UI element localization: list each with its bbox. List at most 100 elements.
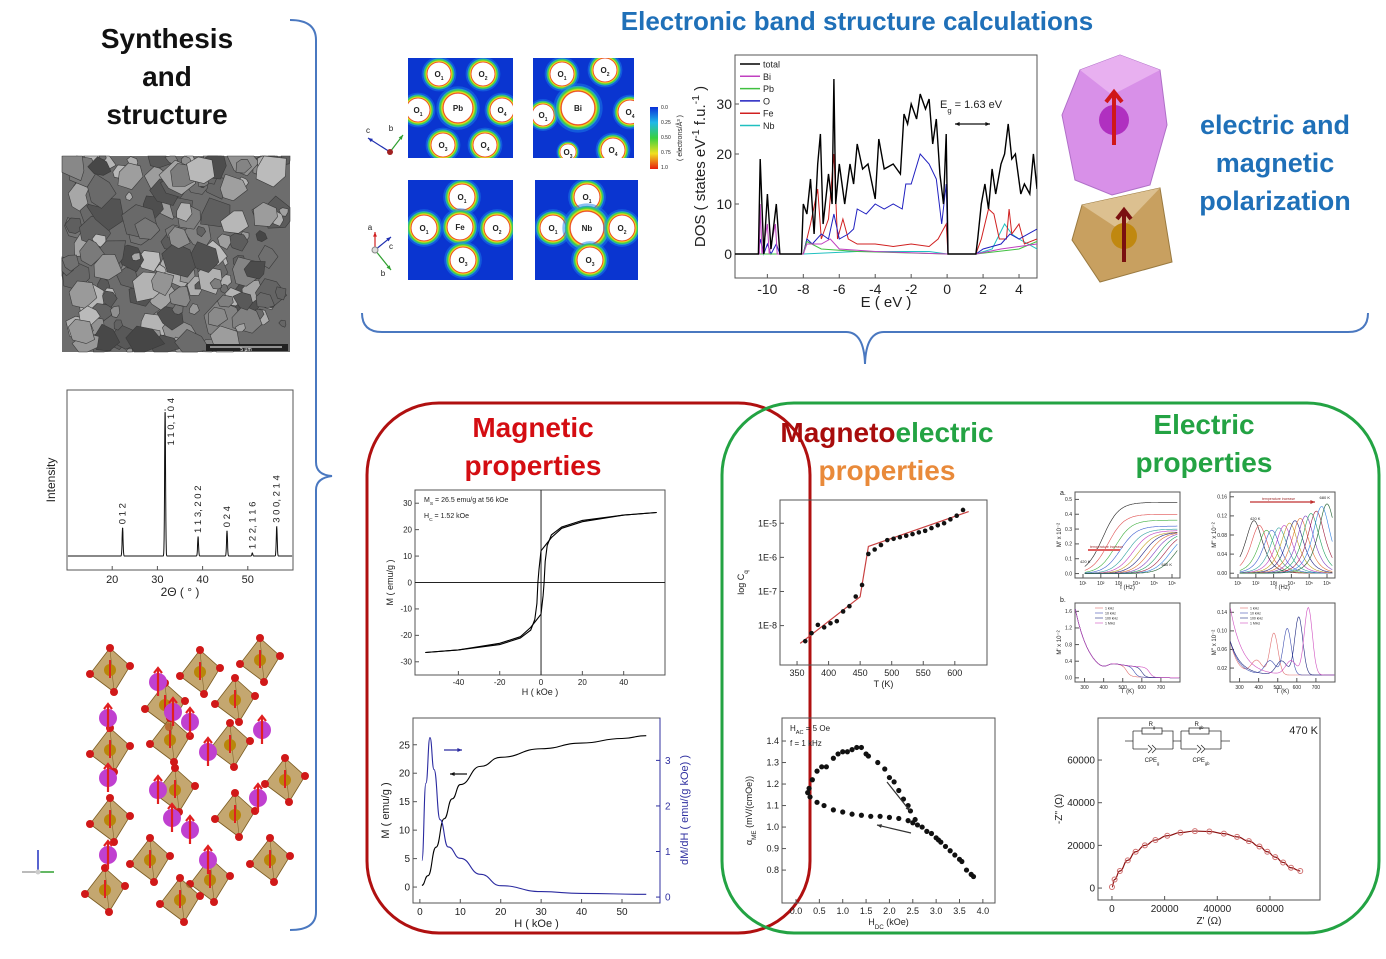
axis-label-c: c <box>366 126 370 135</box>
sem-grain <box>151 270 175 296</box>
temperature-increase-label: temperature increase <box>1262 497 1295 501</box>
y-axis-label: M' x 10⁻² <box>1057 630 1063 654</box>
x-tick-label: 1.5 <box>860 906 873 916</box>
x-tick-label: 60000 <box>1256 904 1284 915</box>
sem-grain <box>235 158 252 174</box>
y-tick-label: 1.3 <box>766 758 779 768</box>
sem-grain <box>109 305 121 318</box>
y-tick-label: 0 <box>404 883 410 894</box>
y-axis-label: M'' x 10⁻² <box>1212 522 1218 547</box>
colorbar <box>650 107 658 169</box>
polarization-arrow <box>203 736 213 766</box>
atom-element: Nb <box>582 224 593 233</box>
y-axis-label: log Cq <box>736 570 750 595</box>
atom-density <box>408 211 441 245</box>
data-point <box>814 768 820 774</box>
x-tick-label: 300 <box>1080 685 1089 691</box>
band-gap-label-part: = 1.63 eV <box>952 99 1003 111</box>
data-point <box>924 828 930 834</box>
axis-a-arrow-head <box>373 232 377 237</box>
atom-density <box>557 141 579 158</box>
data-point <box>872 547 877 552</box>
axis-label-b: b <box>381 269 386 278</box>
data-point <box>878 542 884 548</box>
resistor-label: Rg <box>1149 722 1156 730</box>
colorbar-tick-label: 0.0 <box>661 105 668 111</box>
x-tick-label: -40 <box>453 678 465 687</box>
atom-label: O4 <box>480 141 489 153</box>
oxygen-atom <box>86 750 94 758</box>
oxygen-atom <box>235 718 243 726</box>
data-point <box>1280 859 1287 866</box>
electric-box <box>720 401 1381 935</box>
sem-grain <box>131 252 141 262</box>
y-axis-label-part: ) <box>692 86 709 95</box>
m-prime-vs-t-chart: 300 400 500 600 700 0.0 0.4 0.8 1.2 1.6 T (K) M' x … <box>1057 597 1181 695</box>
sem-grain <box>102 290 118 308</box>
y-tick-label: 0.16 <box>1217 495 1227 501</box>
oxygen-atom <box>126 662 134 670</box>
x-tick-label: 4 <box>1015 281 1023 297</box>
data-point <box>809 777 815 783</box>
coercivity-annotation: HC = 1.52 kOe <box>424 513 469 523</box>
peak-label: 1 1 0, 1 0 4 <box>166 398 177 446</box>
oxygen-atom <box>231 674 239 682</box>
data-point <box>858 812 865 818</box>
sem-grain <box>209 278 223 290</box>
sem-grain <box>64 217 83 234</box>
oxygen-atom <box>266 834 274 842</box>
data-point <box>891 536 896 542</box>
x-tick-label: 3.5 <box>953 906 966 916</box>
legend-label: 1 kHz <box>1250 607 1259 611</box>
polarization-arrow <box>103 839 113 869</box>
m-prime-curve <box>1084 530 1178 574</box>
atom-element: O <box>434 70 440 79</box>
y-tick-label: 30 <box>403 499 412 508</box>
data-point <box>1297 867 1304 874</box>
data-point <box>854 744 860 751</box>
y-tick-label: 60000 <box>1067 756 1095 767</box>
increasing-field-arrow <box>886 781 911 812</box>
oxygen-atom <box>126 860 134 868</box>
oxygen-atom <box>180 918 188 926</box>
x-axis-label: f (Hz) <box>1275 585 1290 591</box>
oxygen-atom <box>176 874 184 882</box>
x-tick-label: 50 <box>242 574 254 586</box>
x-tick-label: 30 <box>151 574 163 586</box>
legend-label: Pb <box>763 84 774 94</box>
dos-line-nb <box>735 223 1037 255</box>
sem-grain <box>134 217 161 240</box>
data-point <box>865 753 872 759</box>
atom-label: O1 <box>413 106 422 118</box>
legend-label: total <box>763 60 780 70</box>
sem-grain <box>217 294 234 308</box>
data-point <box>844 749 850 755</box>
sem-grain <box>176 202 193 222</box>
atom-index: 1 <box>555 230 558 236</box>
colorbar-tick-label: 0.25 <box>661 120 671 126</box>
y-axis-label: DOS ( states eV-1 f.u.-1 ) <box>690 86 709 247</box>
sem-grain <box>161 242 196 278</box>
data-point <box>941 520 947 526</box>
m-double-prime-t-curve <box>1230 616 1335 676</box>
atom-element: O <box>480 141 486 150</box>
sem-grain <box>174 329 211 353</box>
sem-grain <box>61 254 80 272</box>
data-point <box>840 609 846 614</box>
data-point <box>1264 848 1271 855</box>
m-prime-curve <box>1084 519 1178 573</box>
x-tick-label: 10⁵ <box>1150 581 1158 587</box>
left-axis-arrow-head <box>450 772 455 776</box>
y2-tick-label: 2 <box>665 801 671 812</box>
oxygen-atom <box>170 758 178 766</box>
x-axis-label: Z' (Ω) <box>1197 916 1222 927</box>
legend-label: Bi <box>763 72 771 82</box>
dos-line-total <box>735 78 1037 255</box>
y-tick-label: 5 <box>404 854 410 865</box>
data-point <box>1132 848 1139 855</box>
cpe-label-part: g <box>1157 761 1160 766</box>
m-double-prime-vs-f-chart: 10¹ 10² 10³ 10⁴ 10⁵ 10⁶ 0.00 0.04 0.08 0.12 0.16 f … <box>1212 491 1336 591</box>
